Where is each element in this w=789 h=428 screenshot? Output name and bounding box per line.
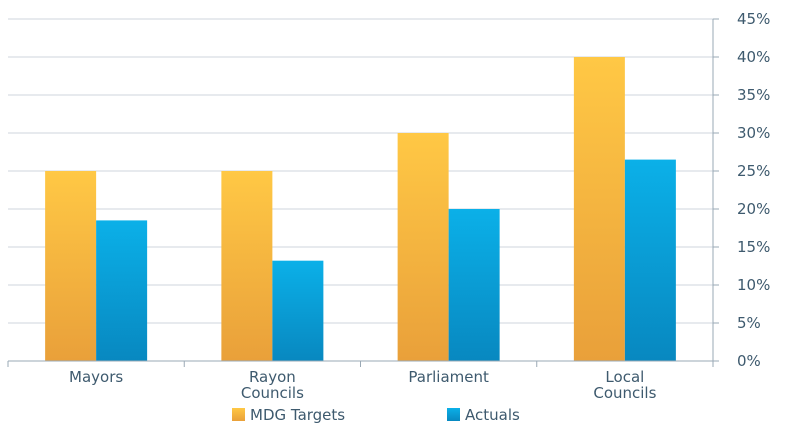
y-tick-label: 30% bbox=[737, 124, 770, 142]
bar-mdg-targets bbox=[221, 171, 273, 361]
y-tick-label: 40% bbox=[737, 48, 770, 66]
x-category-label: Parliament bbox=[408, 368, 489, 386]
y-tick-label: 45% bbox=[737, 10, 770, 28]
bar-actuals bbox=[624, 159, 676, 361]
legend: MDG Targets Actuals bbox=[232, 406, 520, 424]
bar-mdg-targets bbox=[45, 171, 97, 361]
x-category-label: Rayon bbox=[249, 368, 296, 386]
legend-label: MDG Targets bbox=[250, 406, 345, 424]
bar-actuals bbox=[96, 220, 148, 361]
bar-mdg-targets bbox=[397, 133, 449, 361]
y-tick-label: 15% bbox=[737, 238, 770, 256]
bar-actuals bbox=[272, 260, 324, 361]
y-tick-label: 25% bbox=[737, 162, 770, 180]
y-tick-label: 0% bbox=[737, 352, 761, 370]
y-tick-label: 35% bbox=[737, 86, 770, 104]
bars bbox=[45, 57, 676, 361]
y-tick-label: 5% bbox=[737, 314, 761, 332]
bar-mdg-targets bbox=[573, 57, 625, 361]
labels: 0%5%10%15%20%25%30%35%40%45%Mayors RayonC… bbox=[69, 10, 770, 402]
y-tick-label: 20% bbox=[737, 200, 770, 218]
legend-swatch bbox=[447, 408, 460, 421]
legend-swatch bbox=[232, 408, 245, 421]
legend-label: Actuals bbox=[465, 406, 520, 424]
y-tick-label: 10% bbox=[737, 276, 770, 294]
x-category-label: Councils bbox=[593, 384, 656, 402]
x-category-label: Councils bbox=[241, 384, 304, 402]
x-category-label: Mayors bbox=[69, 368, 123, 386]
x-category-label: Local bbox=[605, 368, 644, 386]
axes bbox=[7, 18, 719, 367]
bar-actuals bbox=[448, 209, 500, 361]
